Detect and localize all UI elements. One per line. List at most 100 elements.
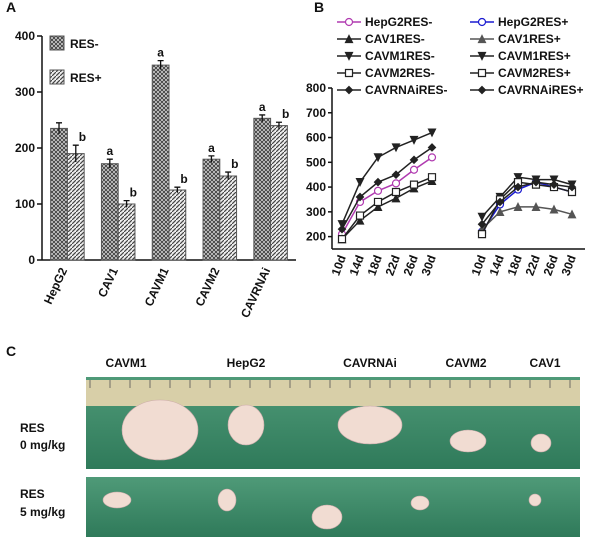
row-label: RES <box>20 421 45 435</box>
legend-swatch <box>49 69 65 85</box>
significance-letter: a <box>106 144 113 158</box>
y-tick-label: 400 <box>306 180 326 194</box>
row-label: RES <box>20 487 45 501</box>
error-bar <box>123 199 130 208</box>
x-tick-label: 30d <box>559 253 579 277</box>
legend-label: RES+ <box>70 71 102 85</box>
error-bar <box>56 122 63 134</box>
bar <box>270 125 288 261</box>
panel-label: B <box>314 0 324 15</box>
marker <box>391 143 401 153</box>
significance-letter: a <box>208 141 215 155</box>
panel-label: C <box>6 343 16 359</box>
legend-label: CAVM1RES+ <box>498 49 571 63</box>
marker <box>391 193 401 203</box>
legend-label: CAV1RES- <box>365 32 425 46</box>
marker <box>344 68 354 78</box>
error-bar <box>275 121 282 129</box>
x-tick-label: 10d <box>469 253 489 277</box>
x-tick-label: 30d <box>419 253 439 277</box>
row-label: 0 mg/kg <box>20 438 65 452</box>
error-bar <box>157 59 164 70</box>
marker <box>409 135 419 145</box>
marker <box>344 34 354 44</box>
marker <box>513 182 523 192</box>
y-tick-label: 100 <box>15 197 35 211</box>
x-tick-label: 22d <box>383 253 403 277</box>
y-tick-label: 300 <box>15 85 35 99</box>
marker <box>373 202 383 211</box>
marker <box>427 153 437 162</box>
marker <box>495 197 505 207</box>
x-tick-label: 18d <box>505 253 525 277</box>
tumors <box>102 399 552 530</box>
significance-letter: b <box>130 186 137 200</box>
bar <box>50 127 68 261</box>
marker <box>477 51 487 61</box>
significance-letter: a <box>157 46 164 60</box>
x-tick-label: CAV1 <box>95 265 121 299</box>
bar <box>202 158 221 261</box>
significance-letter: b <box>79 130 86 144</box>
marker <box>567 209 577 219</box>
row-label: 5 mg/kg <box>20 505 65 519</box>
bar <box>117 203 136 261</box>
legend-label: CAVM2RES- <box>365 66 435 80</box>
marker <box>344 17 354 27</box>
significance-letter: b <box>282 107 289 121</box>
y-tick-label: 500 <box>306 155 326 169</box>
marker <box>409 165 419 174</box>
bar <box>253 117 272 261</box>
y-tick-label: 400 <box>15 29 35 43</box>
marker <box>549 180 559 189</box>
marker <box>344 85 354 95</box>
x-tick-label: CAVM1 <box>142 265 172 308</box>
error-bar <box>208 155 215 163</box>
column-label: CAVRNAi <box>343 356 397 370</box>
marker <box>409 155 419 165</box>
y-tick-label: 700 <box>306 106 326 120</box>
x-tick-label: 26d <box>541 253 561 277</box>
legend-swatch <box>49 35 65 51</box>
marker <box>355 211 365 220</box>
marker <box>337 220 347 230</box>
error-bar <box>174 186 181 193</box>
marker <box>477 68 487 78</box>
marker <box>477 85 487 95</box>
bar <box>168 189 187 261</box>
panel-label: A <box>6 0 16 15</box>
y-tick-label: 300 <box>306 205 326 219</box>
legend-label: HepG2RES+ <box>498 15 568 29</box>
error-bar <box>106 158 113 169</box>
legend-label: HepG2RES- <box>365 15 432 29</box>
marker <box>373 177 383 187</box>
marker <box>477 17 487 27</box>
marker <box>477 219 487 229</box>
y-tick-label: 200 <box>306 230 326 244</box>
bar <box>219 175 238 261</box>
marker <box>567 182 577 192</box>
error-bar <box>259 114 266 122</box>
marker <box>477 34 487 44</box>
x-tick-label: 18d <box>365 253 385 277</box>
marker <box>373 197 383 207</box>
x-tick-label: 10d <box>329 253 349 277</box>
marker <box>355 192 365 202</box>
marker <box>391 170 401 180</box>
marker <box>344 51 354 61</box>
x-tick-label: 14d <box>347 253 367 277</box>
legend-label: RES- <box>70 37 99 51</box>
marker <box>549 204 559 214</box>
significance-letter: a <box>259 100 266 114</box>
y-tick-label: 200 <box>15 141 35 155</box>
x-tick-label: CAVRNAi <box>238 265 273 320</box>
legend-label: CAVRNAiRES- <box>365 83 447 97</box>
column-label: CAV1 <box>529 356 560 370</box>
y-tick-label: 600 <box>306 131 326 145</box>
bar <box>151 64 170 261</box>
marker <box>513 202 523 211</box>
bar <box>66 153 85 261</box>
marker <box>531 202 541 211</box>
marker <box>337 224 347 234</box>
